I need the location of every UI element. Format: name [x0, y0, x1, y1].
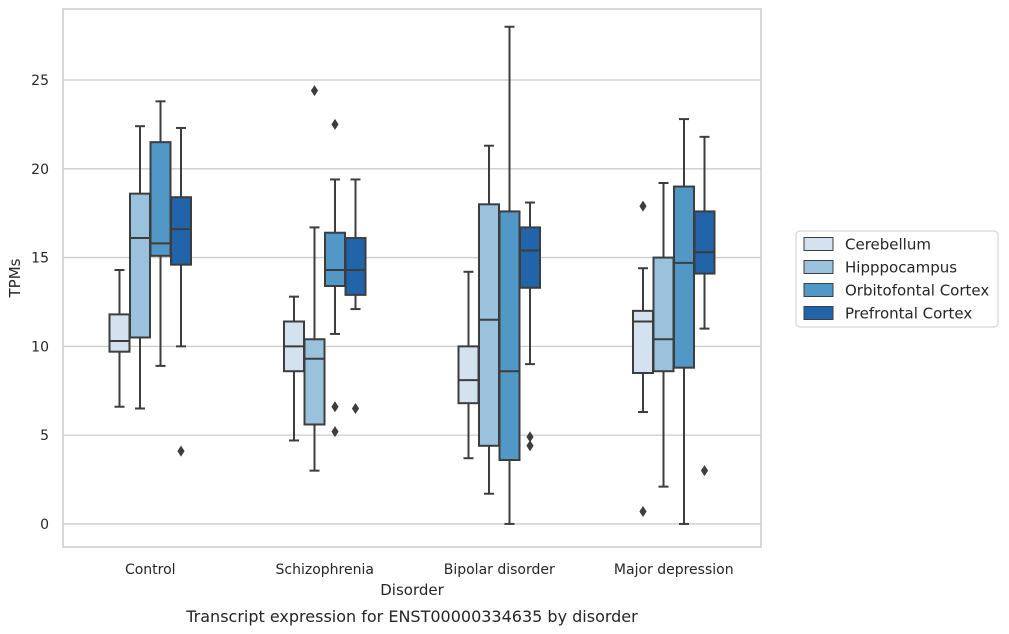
- outlier-point: [639, 505, 647, 517]
- outlier-point: [526, 431, 534, 443]
- y-tick-label: 10: [31, 339, 49, 355]
- outlier-point: [331, 426, 339, 438]
- legend-label: Orbitofontal Cortex: [845, 282, 989, 300]
- legend-frame: [795, 230, 999, 328]
- y-tick-label: 20: [31, 162, 49, 178]
- box-iqr: [170, 196, 192, 266]
- y-axis-label: TPMs: [6, 258, 24, 298]
- x-tick-label: Schizophrenia: [276, 562, 374, 578]
- box-iqr: [652, 256, 675, 373]
- box-iqr: [303, 338, 326, 426]
- box-0-0: [108, 269, 131, 408]
- x-tick-label: Control: [125, 562, 176, 578]
- box-3-0: [632, 200, 654, 517]
- box-1-1: [303, 85, 326, 472]
- outlier-point: [331, 118, 339, 130]
- box-1-0: [283, 295, 305, 442]
- y-axis-ticks: 0 5 10 15 20 25: [31, 73, 49, 533]
- box-1-2: [324, 118, 346, 438]
- y-tick-label: 15: [31, 251, 49, 267]
- legend-label: Hipppocampus: [845, 259, 957, 277]
- box-iqr: [478, 203, 500, 447]
- legend-swatch: [803, 306, 834, 320]
- y-tick-label: 0: [40, 517, 49, 533]
- box-iqr: [457, 345, 480, 405]
- box-2-3: [519, 201, 541, 452]
- chart-caption: Transcript expression for ENST0000033463…: [185, 607, 638, 626]
- legend-label: Cerebellum: [845, 236, 931, 254]
- outlier-point: [177, 445, 185, 457]
- box-iqr: [632, 309, 654, 374]
- box-iqr: [324, 231, 346, 287]
- plot-area-frame: [62, 8, 762, 548]
- outlier-point: [351, 403, 360, 415]
- box-1-3: [344, 178, 367, 415]
- y-tick-label: 5: [40, 428, 49, 444]
- box-0-3: [170, 126, 192, 457]
- outlier-point: [639, 200, 647, 212]
- box-iqr: [149, 141, 172, 257]
- box-iqr: [129, 192, 151, 339]
- box-3-1: [652, 182, 675, 488]
- outlier-point: [331, 401, 339, 413]
- legend-swatch: [803, 237, 834, 251]
- legend-swatch: [803, 260, 834, 274]
- box-2-1: [478, 144, 500, 495]
- box-0-1: [129, 125, 151, 410]
- x-axis-ticks: Control Schizophrenia Bipolar disorder Majo…: [125, 562, 734, 578]
- box-iqr: [673, 185, 695, 369]
- x-tick-label: Major depression: [614, 562, 734, 578]
- legend-swatch: [803, 283, 834, 297]
- legend-label: Prefrontal Cortex: [845, 305, 972, 323]
- x-tick-label: Bipolar disorder: [444, 562, 555, 578]
- legend: Cerebellum Hipppocampus Orbitofontal Corte…: [795, 230, 999, 328]
- y-tick-label: 25: [31, 73, 49, 89]
- box-iqr: [108, 313, 131, 353]
- box-3-2: [673, 118, 695, 525]
- box-iqr: [344, 237, 367, 296]
- outlier-point: [310, 85, 319, 97]
- box-2-0: [457, 270, 480, 460]
- x-axis-label: Disorder: [380, 581, 444, 599]
- outlier-point: [526, 440, 534, 452]
- box-2-2: [498, 25, 521, 525]
- box-iqr: [498, 210, 521, 461]
- box-series: [108, 25, 716, 525]
- outlier-point: [700, 465, 709, 477]
- box-iqr: [519, 226, 541, 289]
- box-iqr: [693, 210, 716, 275]
- box-3-3: [693, 135, 716, 477]
- box-0-2: [149, 100, 172, 367]
